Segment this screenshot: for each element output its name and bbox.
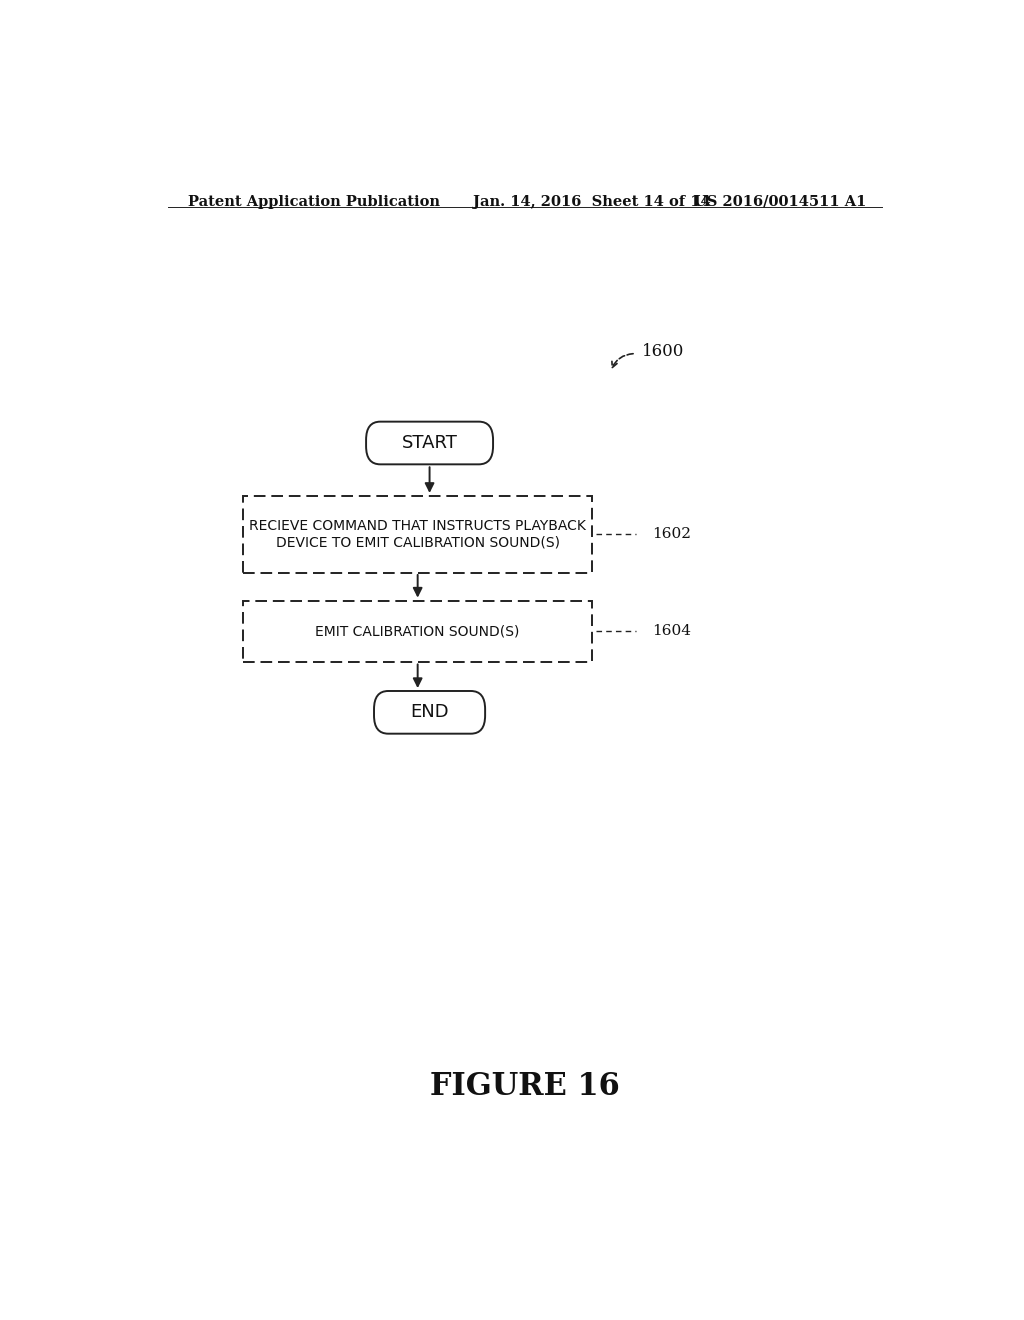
Text: END: END — [411, 704, 449, 721]
Text: RECIEVE COMMAND THAT INSTRUCTS PLAYBACK
DEVICE TO EMIT CALIBRATION SOUND(S): RECIEVE COMMAND THAT INSTRUCTS PLAYBACK … — [249, 519, 586, 549]
Text: FIGURE 16: FIGURE 16 — [430, 1071, 620, 1102]
Text: Patent Application Publication: Patent Application Publication — [187, 195, 439, 209]
FancyBboxPatch shape — [374, 690, 485, 734]
Text: 1604: 1604 — [652, 624, 691, 638]
Text: Jan. 14, 2016  Sheet 14 of 14: Jan. 14, 2016 Sheet 14 of 14 — [473, 195, 711, 209]
Text: EMIT CALIBRATION SOUND(S): EMIT CALIBRATION SOUND(S) — [315, 624, 520, 638]
FancyBboxPatch shape — [367, 421, 494, 465]
Text: START: START — [401, 434, 458, 451]
Text: 1600: 1600 — [642, 343, 685, 360]
FancyBboxPatch shape — [243, 601, 592, 661]
Text: 1602: 1602 — [652, 528, 691, 541]
FancyBboxPatch shape — [243, 496, 592, 573]
Text: US 2016/0014511 A1: US 2016/0014511 A1 — [693, 195, 866, 209]
